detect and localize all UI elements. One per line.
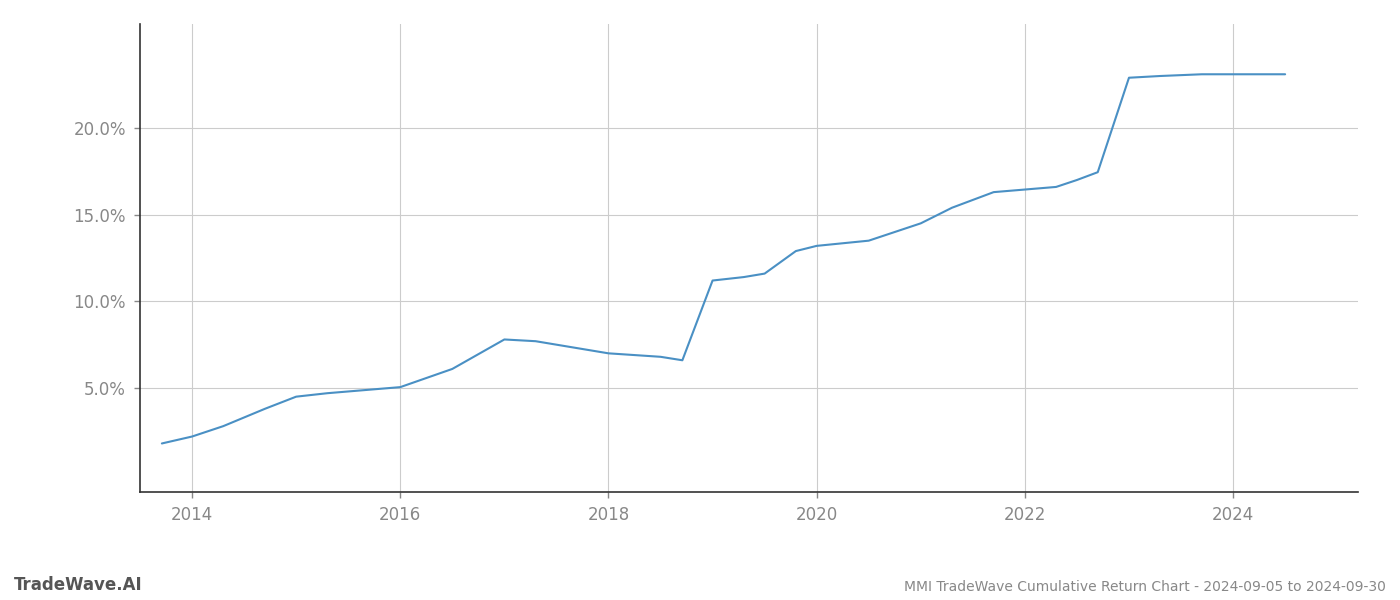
Text: MMI TradeWave Cumulative Return Chart - 2024-09-05 to 2024-09-30: MMI TradeWave Cumulative Return Chart - … [904,580,1386,594]
Text: TradeWave.AI: TradeWave.AI [14,576,143,594]
